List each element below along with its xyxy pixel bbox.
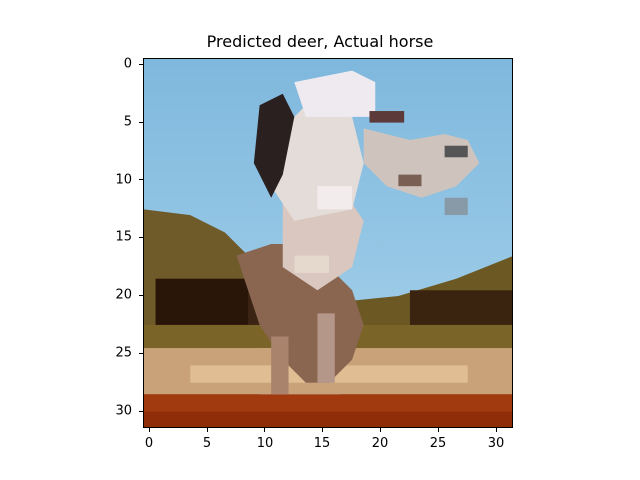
x-tick-label: 30 [487,436,505,451]
x-tick-label: 10 [256,436,274,451]
y-tick-label: 0 [123,56,132,72]
y-tick-mark [139,352,143,354]
y-tick-label: 25 [115,345,132,361]
muzzle-grey [444,197,468,216]
ground-bottom [144,411,512,427]
x-tick-label: 15 [313,436,331,451]
muzzle-dark-1 [369,111,405,123]
x-tick-mark [206,428,208,432]
x-tick-mark [495,428,497,432]
muzzle-dark-3 [398,174,422,187]
y-tick-label: 10 [115,172,132,188]
x-tick-mark [148,428,150,432]
highlight-2 [294,255,329,273]
y-tick-label: 15 [115,229,132,245]
horse-head [294,70,376,117]
y-tick-mark [139,121,143,123]
dark-foliage-right [409,290,512,331]
x-tick-mark [322,428,324,432]
y-tick-label: 5 [123,114,132,130]
leg-2 [271,336,289,395]
x-tick-label: 20 [371,436,389,451]
muzzle-dark-2 [444,145,468,158]
image-axes [143,58,513,428]
x-tick-label: 5 [202,436,212,451]
highlight-1 [317,186,353,210]
y-tick-mark [139,63,143,65]
y-tick-mark [139,410,143,412]
x-tick-mark [437,428,439,432]
x-tick-label: 25 [429,436,447,451]
leg-1 [317,313,335,383]
y-tick-mark [139,179,143,181]
x-tick-mark [380,428,381,432]
figure-title: Predicted deer, Actual horse [206,32,434,51]
y-tick-mark [139,237,143,239]
dark-foliage-left [155,278,260,325]
y-tick-mark [139,295,143,296]
pixel-image [144,59,512,427]
y-tick-label: 20 [115,287,132,303]
x-tick-mark [264,428,266,432]
horse-mane [253,93,295,198]
y-tick-label: 30 [115,403,132,419]
x-tick-label: 0 [144,436,154,451]
